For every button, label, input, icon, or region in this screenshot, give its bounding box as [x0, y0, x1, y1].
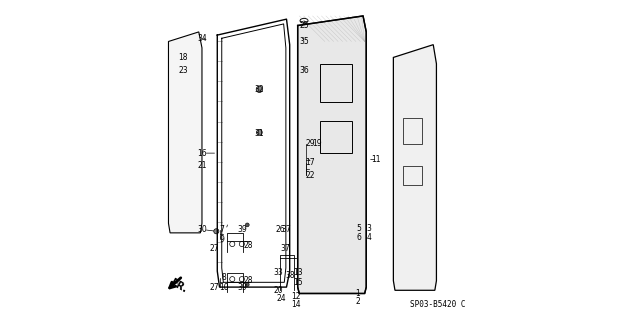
Text: 18: 18	[178, 53, 188, 62]
Text: 39: 39	[237, 225, 247, 234]
Polygon shape	[168, 32, 202, 233]
Text: 30: 30	[197, 225, 207, 234]
Bar	[320, 64, 352, 102]
Text: 27: 27	[210, 244, 220, 253]
Text: 33: 33	[274, 268, 284, 277]
Text: 19: 19	[312, 139, 322, 148]
Text: 15: 15	[293, 278, 303, 287]
Text: 25: 25	[300, 21, 309, 30]
Text: 7: 7	[220, 225, 225, 234]
Bar	[403, 166, 422, 185]
Text: 38: 38	[285, 271, 294, 280]
Text: 13: 13	[293, 268, 303, 277]
Text: 22: 22	[306, 171, 315, 180]
Text: 14: 14	[291, 300, 301, 309]
Text: 36: 36	[300, 66, 309, 75]
Text: 37: 37	[280, 244, 290, 253]
Text: 37: 37	[282, 225, 291, 234]
Text: 9: 9	[220, 235, 225, 244]
Text: 6: 6	[356, 233, 362, 242]
Bar	[175, 145, 184, 153]
Circle shape	[245, 283, 249, 286]
Text: 4: 4	[366, 233, 371, 242]
Text: 31: 31	[255, 130, 264, 138]
Text: 29: 29	[306, 139, 316, 148]
Bar	[403, 118, 422, 144]
Text: 32: 32	[255, 85, 264, 94]
Circle shape	[214, 229, 219, 234]
Text: 23: 23	[178, 66, 188, 75]
Text: 39: 39	[237, 283, 247, 292]
Text: 10: 10	[220, 283, 229, 292]
Bar	[320, 121, 352, 153]
Text: 12: 12	[291, 292, 301, 301]
Text: 2: 2	[355, 297, 360, 306]
Text: 20: 20	[274, 286, 284, 295]
Text: 8: 8	[221, 273, 226, 282]
Text: 28: 28	[243, 276, 253, 285]
Text: 35: 35	[300, 37, 309, 46]
Text: 28: 28	[243, 241, 253, 250]
Text: 5: 5	[356, 224, 362, 233]
Text: FR.: FR.	[168, 277, 188, 294]
Text: 11: 11	[371, 155, 381, 164]
Text: 3: 3	[366, 224, 371, 233]
Circle shape	[256, 86, 262, 93]
Text: 1: 1	[355, 289, 360, 298]
Text: 24: 24	[277, 294, 287, 303]
Circle shape	[245, 223, 249, 227]
Text: 27: 27	[210, 283, 220, 292]
Polygon shape	[298, 16, 366, 293]
Bar	[175, 161, 184, 169]
Text: 17: 17	[306, 158, 316, 167]
Text: 16: 16	[197, 149, 207, 158]
Text: SP03-B5420 C: SP03-B5420 C	[410, 300, 465, 309]
Text: 21: 21	[197, 161, 207, 170]
Text: 26: 26	[275, 225, 285, 234]
Circle shape	[257, 130, 262, 135]
Polygon shape	[394, 45, 436, 290]
Text: 34: 34	[197, 34, 207, 43]
